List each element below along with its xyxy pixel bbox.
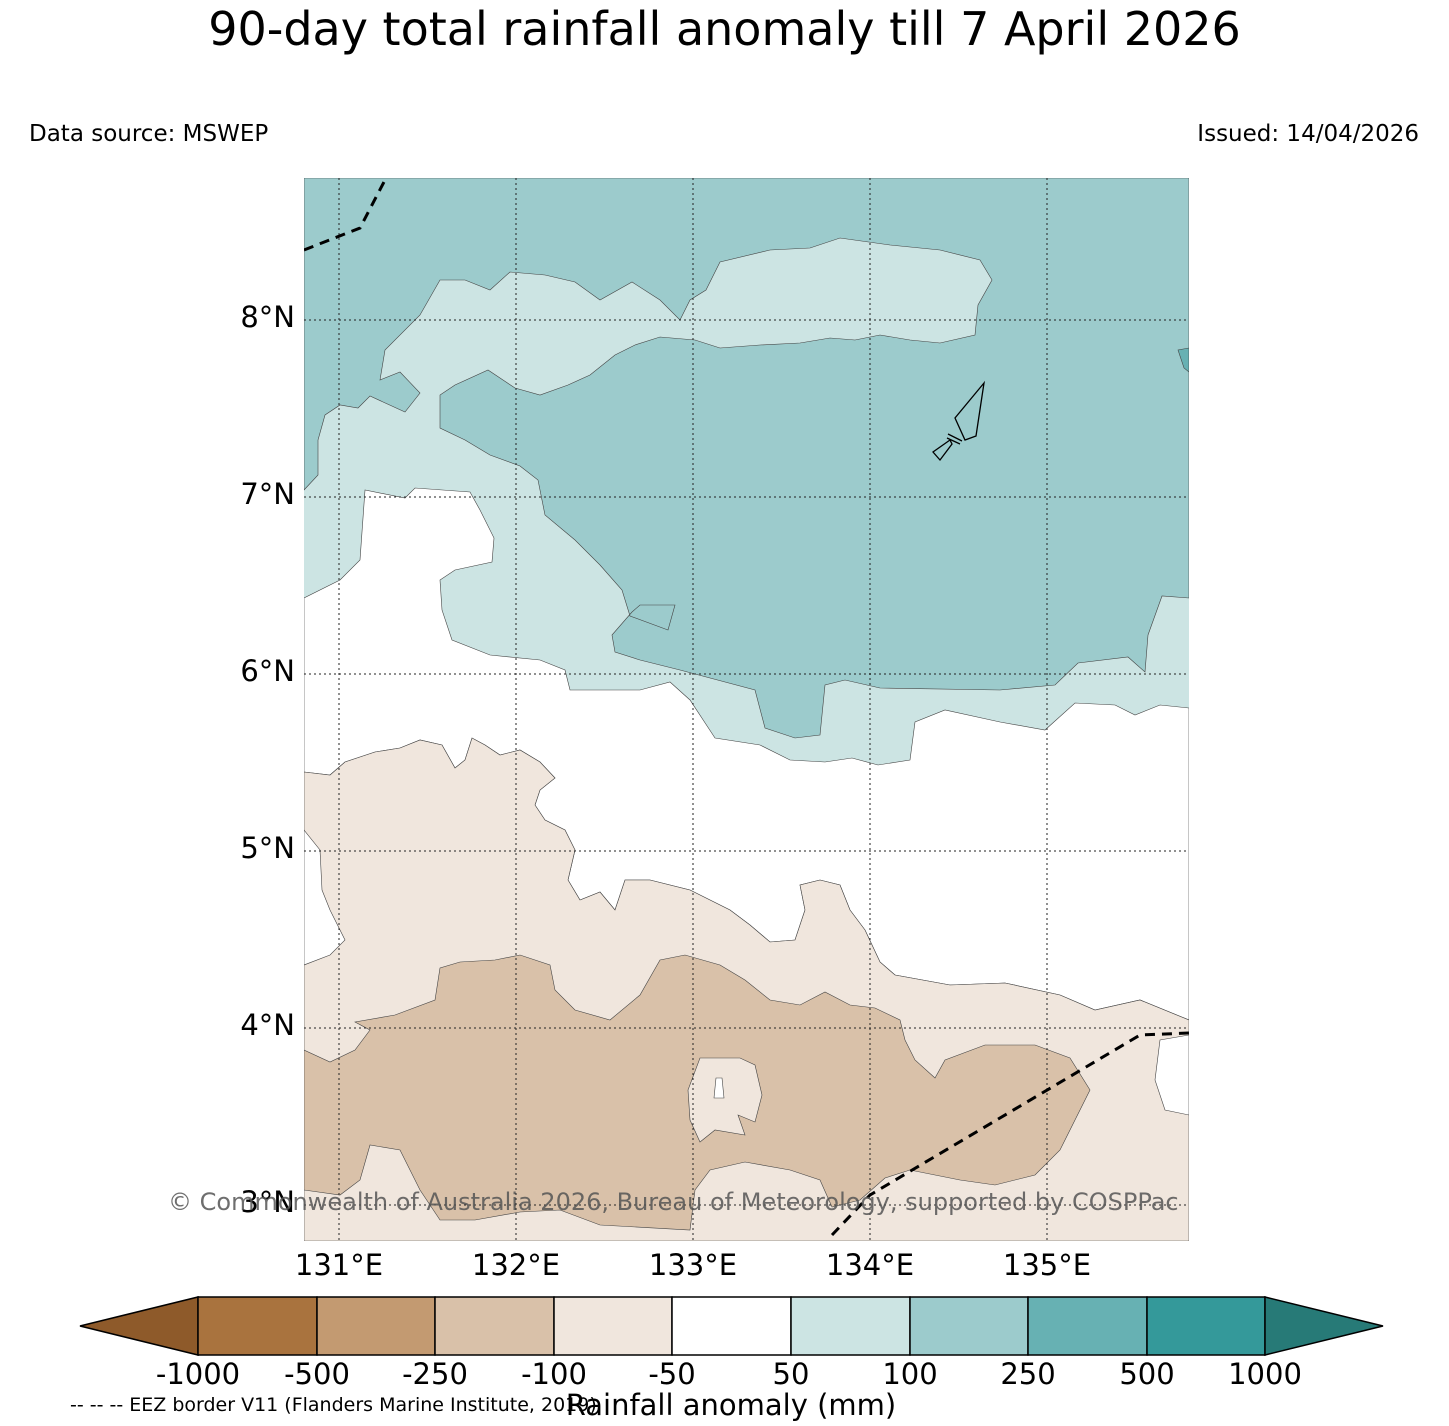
eez-border-northwest [304, 179, 387, 252]
lat-label: 8°N [240, 300, 295, 334]
colorbar-tick: -500 [284, 1357, 350, 1391]
map-area [304, 178, 1189, 1241]
lon-label: 135°E [1002, 1248, 1092, 1282]
colorbar-bin [1146, 1296, 1266, 1356]
colorbar-extend-high [1264, 1296, 1384, 1356]
neutral-pocket-west [304, 829, 346, 966]
lon-label: 134°E [825, 1248, 915, 1282]
colorbar-tick: -100 [521, 1357, 587, 1391]
colorbar-tick: -50 [648, 1357, 696, 1391]
colorbar-tick: 500 [1119, 1357, 1175, 1391]
neutral-islet [713, 1077, 725, 1099]
colorbar-bin [1027, 1296, 1148, 1356]
issued-date: Issued: 14/04/2026 [1197, 121, 1419, 147]
colorbar-bin [553, 1296, 673, 1356]
pocket-minus50-100 [687, 1057, 763, 1143]
colorbar-tick: 250 [1000, 1357, 1056, 1391]
colorbar-bin [790, 1296, 911, 1356]
anomaly-250-500-east [1177, 347, 1189, 373]
lat-label: 3°N [240, 1185, 295, 1219]
lat-label: 5°N [240, 831, 295, 865]
map-title: 90-day total rainfall anomaly till 7 Apr… [208, 2, 1241, 56]
lat-label: 4°N [240, 1008, 295, 1042]
eez-note: -- -- -- EEZ border V11 (Flanders Marine… [70, 1394, 597, 1416]
colorbar-bin [197, 1296, 318, 1356]
anomaly-100-250-north [304, 178, 1189, 739]
eez-border-southeast [830, 1031, 1189, 1237]
colorbar-title: Rainfall anomaly (mm) [565, 1388, 897, 1422]
colorbar [79, 1296, 1384, 1356]
copyright-watermark: © Commonwealth of Australia 2026, Bureau… [168, 1188, 1179, 1216]
island-outline [932, 380, 985, 462]
colorbar-bin [434, 1296, 555, 1356]
lon-label: 133°E [648, 1248, 738, 1282]
colorbar-tick: 100 [882, 1357, 938, 1391]
colorbar-bin [909, 1296, 1029, 1356]
lat-label: 7°N [240, 477, 295, 511]
lon-label: 132°E [471, 1248, 561, 1282]
lat-label: 6°N [240, 654, 295, 688]
colorbar-tick: 1000 [1228, 1357, 1302, 1391]
colorbar-bin [316, 1296, 436, 1356]
colorbar-extend-low [79, 1296, 199, 1356]
colorbar-bin [671, 1296, 792, 1356]
lon-label: 131°E [294, 1248, 384, 1282]
neutral-pocket-east [1154, 1034, 1189, 1116]
colorbar-tick: -1000 [155, 1357, 241, 1391]
colorbar-tick: 50 [772, 1357, 810, 1391]
gridlines [304, 178, 1189, 1241]
data-source: Data source: MSWEP [29, 121, 269, 147]
colorbar-tick: -250 [402, 1357, 468, 1391]
